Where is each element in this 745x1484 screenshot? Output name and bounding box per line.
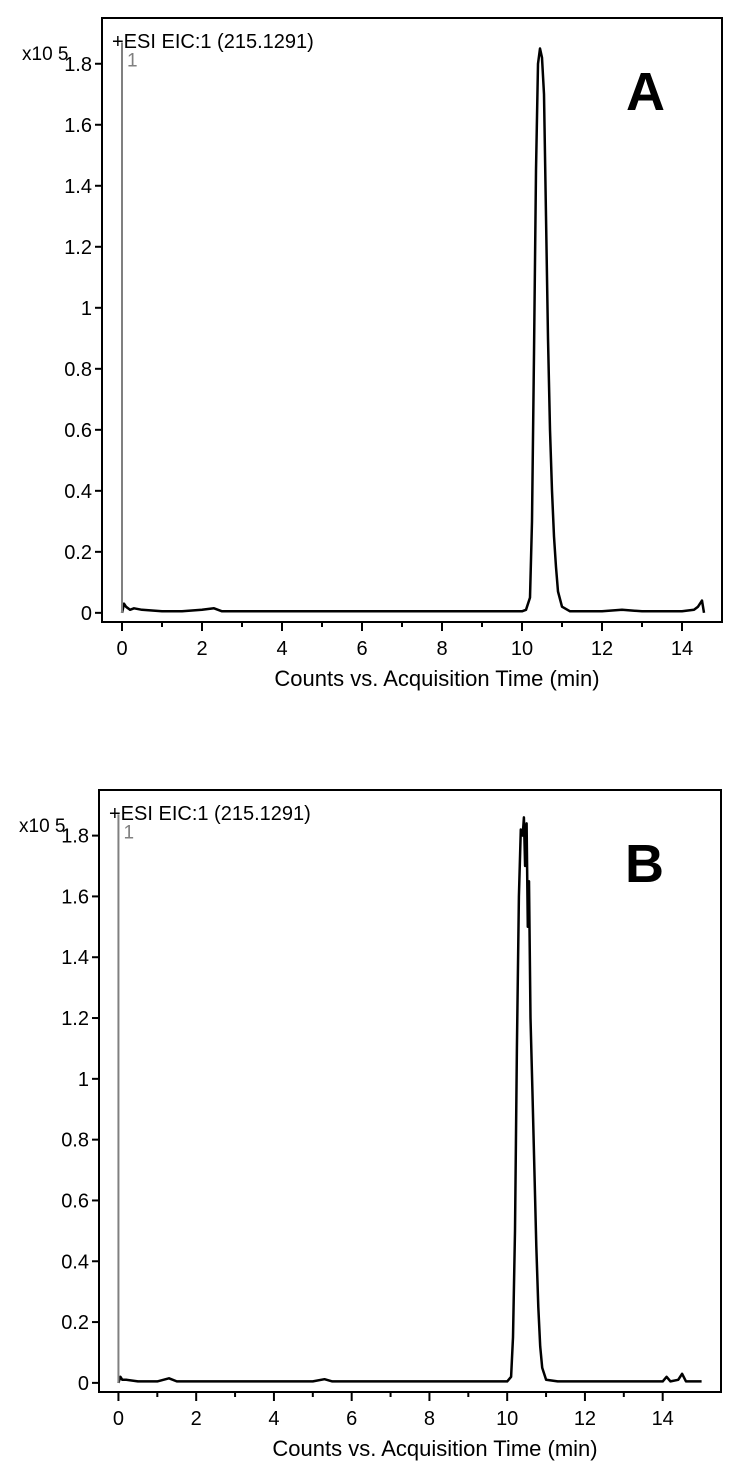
x-tick-label: 14	[652, 1408, 674, 1430]
y-tick-label: 0.4	[64, 481, 92, 503]
x-tick-label: 6	[346, 1408, 357, 1430]
y-tick-label: 1.2	[64, 237, 92, 259]
x-tick-label: 4	[276, 638, 287, 660]
chart-panel-b: x10 5 +ESI EIC:1 (215.1291) B 1 Counts v…	[19, 789, 722, 1461]
x-tick-label: 2	[191, 1408, 202, 1430]
marker-label: 1	[127, 50, 138, 71]
y-axis-ticks: 0 0.2 0.4 0.6 0.8 1 1.2 1.4 1.6 1.8	[61, 826, 99, 1395]
x-tick-label: 4	[268, 1408, 279, 1430]
x-tick-label: 8	[424, 1408, 435, 1430]
y-tick-label: 0.8	[64, 359, 92, 381]
y-tick-label: 0.6	[64, 420, 92, 442]
chart-title: +ESI EIC:1 (215.1291)	[112, 31, 314, 53]
y-tick-label: 1.8	[64, 54, 92, 76]
y-tick-label: 0	[78, 1373, 89, 1395]
y-tick-label: 1.4	[61, 947, 89, 969]
y-tick-label: 1.6	[64, 115, 92, 137]
y-tick-label: 1.4	[64, 176, 92, 198]
x-tick-label: 10	[511, 638, 533, 660]
y-tick-label: 1.8	[61, 826, 89, 848]
panel-letter: A	[626, 62, 665, 122]
chromatogram-trace	[120, 47, 706, 614]
x-tick-label: 0	[116, 638, 127, 660]
y-scale-label: x10 5	[22, 44, 68, 65]
y-tick-label: 0.2	[61, 1312, 89, 1334]
plot-frame	[101, 17, 723, 623]
x-axis-ticks: 0 2 4 6 8 10 12 14	[113, 1392, 674, 1430]
y-axis-ticks: 0 0.2 0.4 0.6 0.8 1 1.2 1.4 1.6 1.8	[64, 54, 102, 625]
chromatogram-trace	[117, 816, 702, 1384]
panel-letter: B	[625, 834, 664, 894]
y-tick-label: 0.2	[64, 542, 92, 564]
y-tick-label: 0.8	[61, 1130, 89, 1152]
y-tick-label: 1	[81, 298, 92, 320]
x-axis-ticks: 0 2 4 6 8 10 12 14	[116, 622, 693, 660]
y-tick-label: 0.6	[61, 1190, 89, 1212]
x-tick-label: 10	[496, 1408, 518, 1430]
x-axis-label: Counts vs. Acquisition Time (min)	[274, 666, 599, 691]
marker-label: 1	[123, 822, 134, 843]
chart-title: +ESI EIC:1 (215.1291)	[109, 803, 311, 825]
series-group	[117, 816, 702, 1384]
y-scale-label: x10 5	[19, 816, 65, 837]
x-tick-label: 8	[436, 638, 447, 660]
y-tick-label: 1.2	[61, 1008, 89, 1030]
x-tick-label: 14	[671, 638, 693, 660]
chart-panel-a: x10 5 +ESI EIC:1 (215.1291) A 1 Counts v…	[22, 17, 723, 691]
y-tick-label: 1.6	[61, 886, 89, 908]
x-tick-label: 0	[113, 1408, 124, 1430]
x-tick-label: 12	[591, 638, 613, 660]
x-axis-label: Counts vs. Acquisition Time (min)	[272, 1436, 597, 1461]
series-group	[120, 47, 706, 614]
plot-frame	[98, 789, 722, 1393]
x-tick-label: 2	[196, 638, 207, 660]
y-tick-label: 0.4	[61, 1251, 89, 1273]
y-tick-label: 1	[78, 1069, 89, 1091]
y-tick-label: 0	[81, 603, 92, 625]
x-tick-label: 6	[356, 638, 367, 660]
x-tick-label: 12	[574, 1408, 596, 1430]
